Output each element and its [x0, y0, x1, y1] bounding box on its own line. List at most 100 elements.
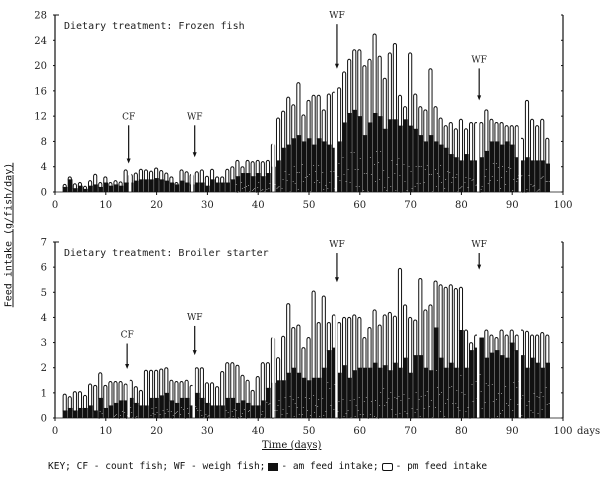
x-tick-label: 70 — [404, 200, 417, 211]
stipple — [274, 410, 276, 411]
stipple — [537, 190, 539, 191]
x-tick-label: 30 — [201, 200, 214, 211]
day-gap — [334, 15, 338, 192]
pm-bar — [159, 368, 164, 398]
am-bar — [123, 400, 129, 418]
stipple — [261, 190, 263, 191]
stipple — [497, 167, 499, 168]
stipple — [276, 188, 278, 189]
pm-swatch-icon — [381, 462, 393, 471]
am-bar — [428, 370, 434, 418]
stipple — [362, 414, 364, 415]
stipple — [266, 189, 268, 190]
y-tick-label: 12 — [34, 112, 47, 123]
am-bar — [77, 185, 83, 192]
stipple — [525, 418, 527, 419]
stipple — [254, 188, 256, 189]
stipple — [398, 396, 400, 397]
stipple — [533, 393, 535, 394]
stipple — [449, 387, 451, 388]
pm-bar — [469, 121, 474, 163]
stipple — [252, 190, 254, 191]
stipple — [449, 172, 451, 173]
stipple — [353, 399, 355, 400]
pm-bar — [154, 369, 159, 401]
pm-bar — [499, 121, 504, 148]
am-bar — [352, 109, 357, 192]
stipple — [441, 182, 443, 183]
am-bar — [296, 135, 302, 192]
day-gap — [476, 242, 480, 418]
stipple — [159, 414, 161, 415]
x-tick-label: 60 — [353, 200, 366, 211]
am-bar — [433, 141, 439, 192]
stipple — [505, 184, 507, 185]
annotation-label: CF — [122, 112, 135, 122]
stipple — [396, 398, 398, 399]
am-bar — [98, 186, 103, 192]
pm-bar — [408, 316, 413, 376]
pm-bar — [123, 169, 128, 186]
stipple — [396, 164, 398, 165]
stipple — [327, 382, 329, 383]
am-bar — [113, 402, 119, 418]
pm-bar — [458, 118, 464, 163]
pm-bar — [291, 104, 296, 141]
am-bar — [413, 355, 418, 418]
stipple — [323, 415, 325, 416]
day-gap — [476, 15, 480, 192]
am-bar — [93, 410, 98, 418]
stipple — [467, 407, 469, 408]
stipple — [338, 401, 340, 402]
stipple — [546, 181, 548, 182]
am-bar — [194, 392, 200, 418]
stipple — [243, 187, 245, 188]
stipple — [296, 172, 298, 173]
pm-bar — [336, 321, 342, 376]
stipple — [268, 188, 270, 189]
stipple — [350, 152, 352, 153]
stipple — [278, 186, 280, 187]
am-bar — [499, 355, 505, 418]
stipple — [395, 190, 397, 191]
stipple — [440, 165, 442, 166]
stipple — [342, 157, 344, 158]
pm-bar — [484, 329, 489, 361]
stipple — [292, 181, 294, 182]
y-tick-label: 4 — [41, 313, 47, 324]
pm-bar — [443, 125, 448, 151]
stipple — [319, 416, 321, 417]
pm-bar — [413, 319, 418, 358]
am-bar — [529, 160, 535, 192]
pm-bar — [118, 381, 123, 403]
am-bar — [438, 144, 444, 192]
pm-bar — [265, 362, 270, 391]
pm-bar — [509, 329, 514, 346]
stipple — [489, 418, 491, 419]
stipple — [367, 191, 369, 192]
stipple — [302, 407, 304, 408]
stipple — [420, 166, 422, 167]
pm-bar — [174, 381, 179, 406]
pm-bar — [545, 137, 550, 167]
am-bar — [402, 119, 408, 192]
pm-bar — [377, 55, 382, 119]
stipple — [538, 397, 540, 398]
pm-bar — [321, 295, 326, 371]
am-bar — [93, 184, 98, 192]
stipple — [394, 173, 396, 174]
am-bar — [301, 377, 307, 418]
stipple — [532, 412, 534, 413]
pm-bar — [428, 68, 433, 138]
am-bar — [306, 138, 312, 192]
pm-bar — [235, 159, 240, 179]
stipple — [329, 388, 331, 389]
pm-bar — [357, 49, 362, 119]
am-bar — [423, 367, 429, 418]
am-bar — [377, 116, 383, 192]
stipple — [262, 411, 264, 412]
pm-bar — [230, 166, 235, 182]
day-gap — [518, 242, 522, 418]
stipple — [548, 181, 550, 182]
stipple — [394, 397, 396, 398]
